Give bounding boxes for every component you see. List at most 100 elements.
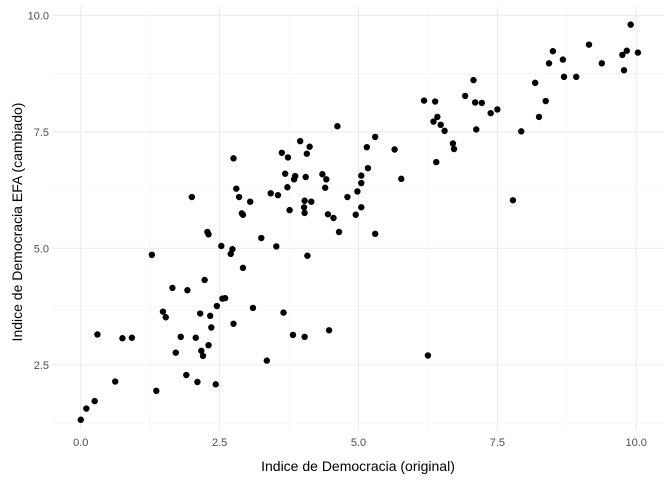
data-point [148, 251, 156, 259]
data-point [335, 228, 343, 236]
grid [53, 6, 664, 430]
data-point [420, 97, 428, 104]
y-axis-title: Indice de Democracia EFA (cambiado) [9, 103, 25, 342]
data-point [598, 60, 605, 67]
data-point [354, 188, 361, 195]
data-point [535, 113, 543, 121]
data-point [358, 179, 365, 187]
x-tick-label: 5.0 [351, 437, 366, 449]
data-point [280, 309, 287, 316]
data-point [183, 371, 190, 379]
data-point [487, 109, 494, 117]
data-point [424, 352, 432, 359]
data-point [230, 155, 237, 162]
data-point [321, 184, 329, 191]
data-point [221, 294, 229, 302]
y-tick-label: 5.0 [34, 243, 49, 255]
data-point [77, 416, 84, 423]
data-point [172, 349, 179, 356]
data-point [301, 333, 308, 341]
data-point [83, 405, 90, 412]
data-point [303, 150, 311, 157]
data-point [509, 197, 517, 204]
data-point [627, 21, 634, 28]
data-point [201, 276, 208, 284]
data-point [430, 118, 437, 125]
data-point [398, 175, 405, 183]
data-point [461, 92, 469, 100]
data-point [371, 133, 379, 141]
data-point [218, 242, 225, 250]
data-point [206, 312, 214, 320]
data-point [119, 335, 126, 342]
data-point [352, 211, 359, 218]
data-point [235, 193, 243, 201]
x-tick-label: 7.5 [490, 437, 505, 449]
data-point [296, 137, 304, 145]
data-point [229, 246, 236, 253]
data-point [246, 198, 254, 205]
data-point [441, 127, 448, 135]
data-point [431, 98, 439, 105]
data-point [301, 209, 308, 217]
x-axis-title: Indice de Democracia (original) [261, 458, 455, 474]
data-point [301, 197, 308, 204]
data-point [281, 170, 289, 177]
data-point [334, 123, 341, 130]
data-point [304, 252, 311, 259]
data-point [470, 76, 477, 84]
data-point [184, 287, 191, 294]
x-tick-label: 2.5 [212, 437, 227, 449]
data-point [560, 73, 568, 81]
data-point [545, 60, 553, 67]
data-point [344, 193, 351, 201]
data-point [112, 378, 119, 385]
data-point [323, 176, 330, 183]
data-point [91, 397, 98, 405]
data-point [258, 234, 265, 242]
data-point [330, 214, 337, 222]
data-point [325, 327, 333, 334]
data-point [471, 99, 479, 106]
data-point [620, 67, 628, 74]
data-point [188, 193, 196, 201]
data-point [153, 387, 160, 395]
x-tick-label: 0.0 [73, 437, 88, 449]
data-point [358, 172, 365, 179]
data-point [434, 113, 441, 121]
data-point [634, 49, 642, 56]
data-points [77, 21, 642, 423]
data-point [239, 211, 247, 218]
x-tick-label: 10.0 [626, 437, 647, 449]
data-point [267, 190, 274, 197]
data-point [159, 308, 167, 315]
data-point [230, 320, 237, 327]
data-point [363, 143, 371, 151]
data-point [433, 158, 440, 166]
data-point [531, 79, 539, 87]
data-point [573, 73, 580, 81]
data-point [162, 314, 169, 321]
data-point [291, 172, 299, 180]
data-point [212, 381, 219, 388]
data-point [478, 99, 486, 107]
data-point [300, 204, 308, 211]
data-point [199, 352, 207, 360]
data-point [286, 206, 293, 214]
data-point [494, 106, 501, 113]
data-point [364, 164, 372, 172]
data-point [196, 310, 204, 317]
data-point [302, 173, 309, 181]
x-axis-tick-labels: 0.0 2.5 5.0 7.5 10.0 [73, 437, 647, 449]
data-point [263, 357, 271, 364]
data-point [177, 333, 184, 341]
data-point [450, 145, 458, 153]
data-point [449, 140, 457, 147]
data-point [559, 56, 567, 63]
data-point [239, 264, 247, 272]
data-point [233, 185, 240, 192]
data-point [213, 302, 221, 310]
data-point [308, 198, 315, 205]
data-point [208, 324, 215, 331]
